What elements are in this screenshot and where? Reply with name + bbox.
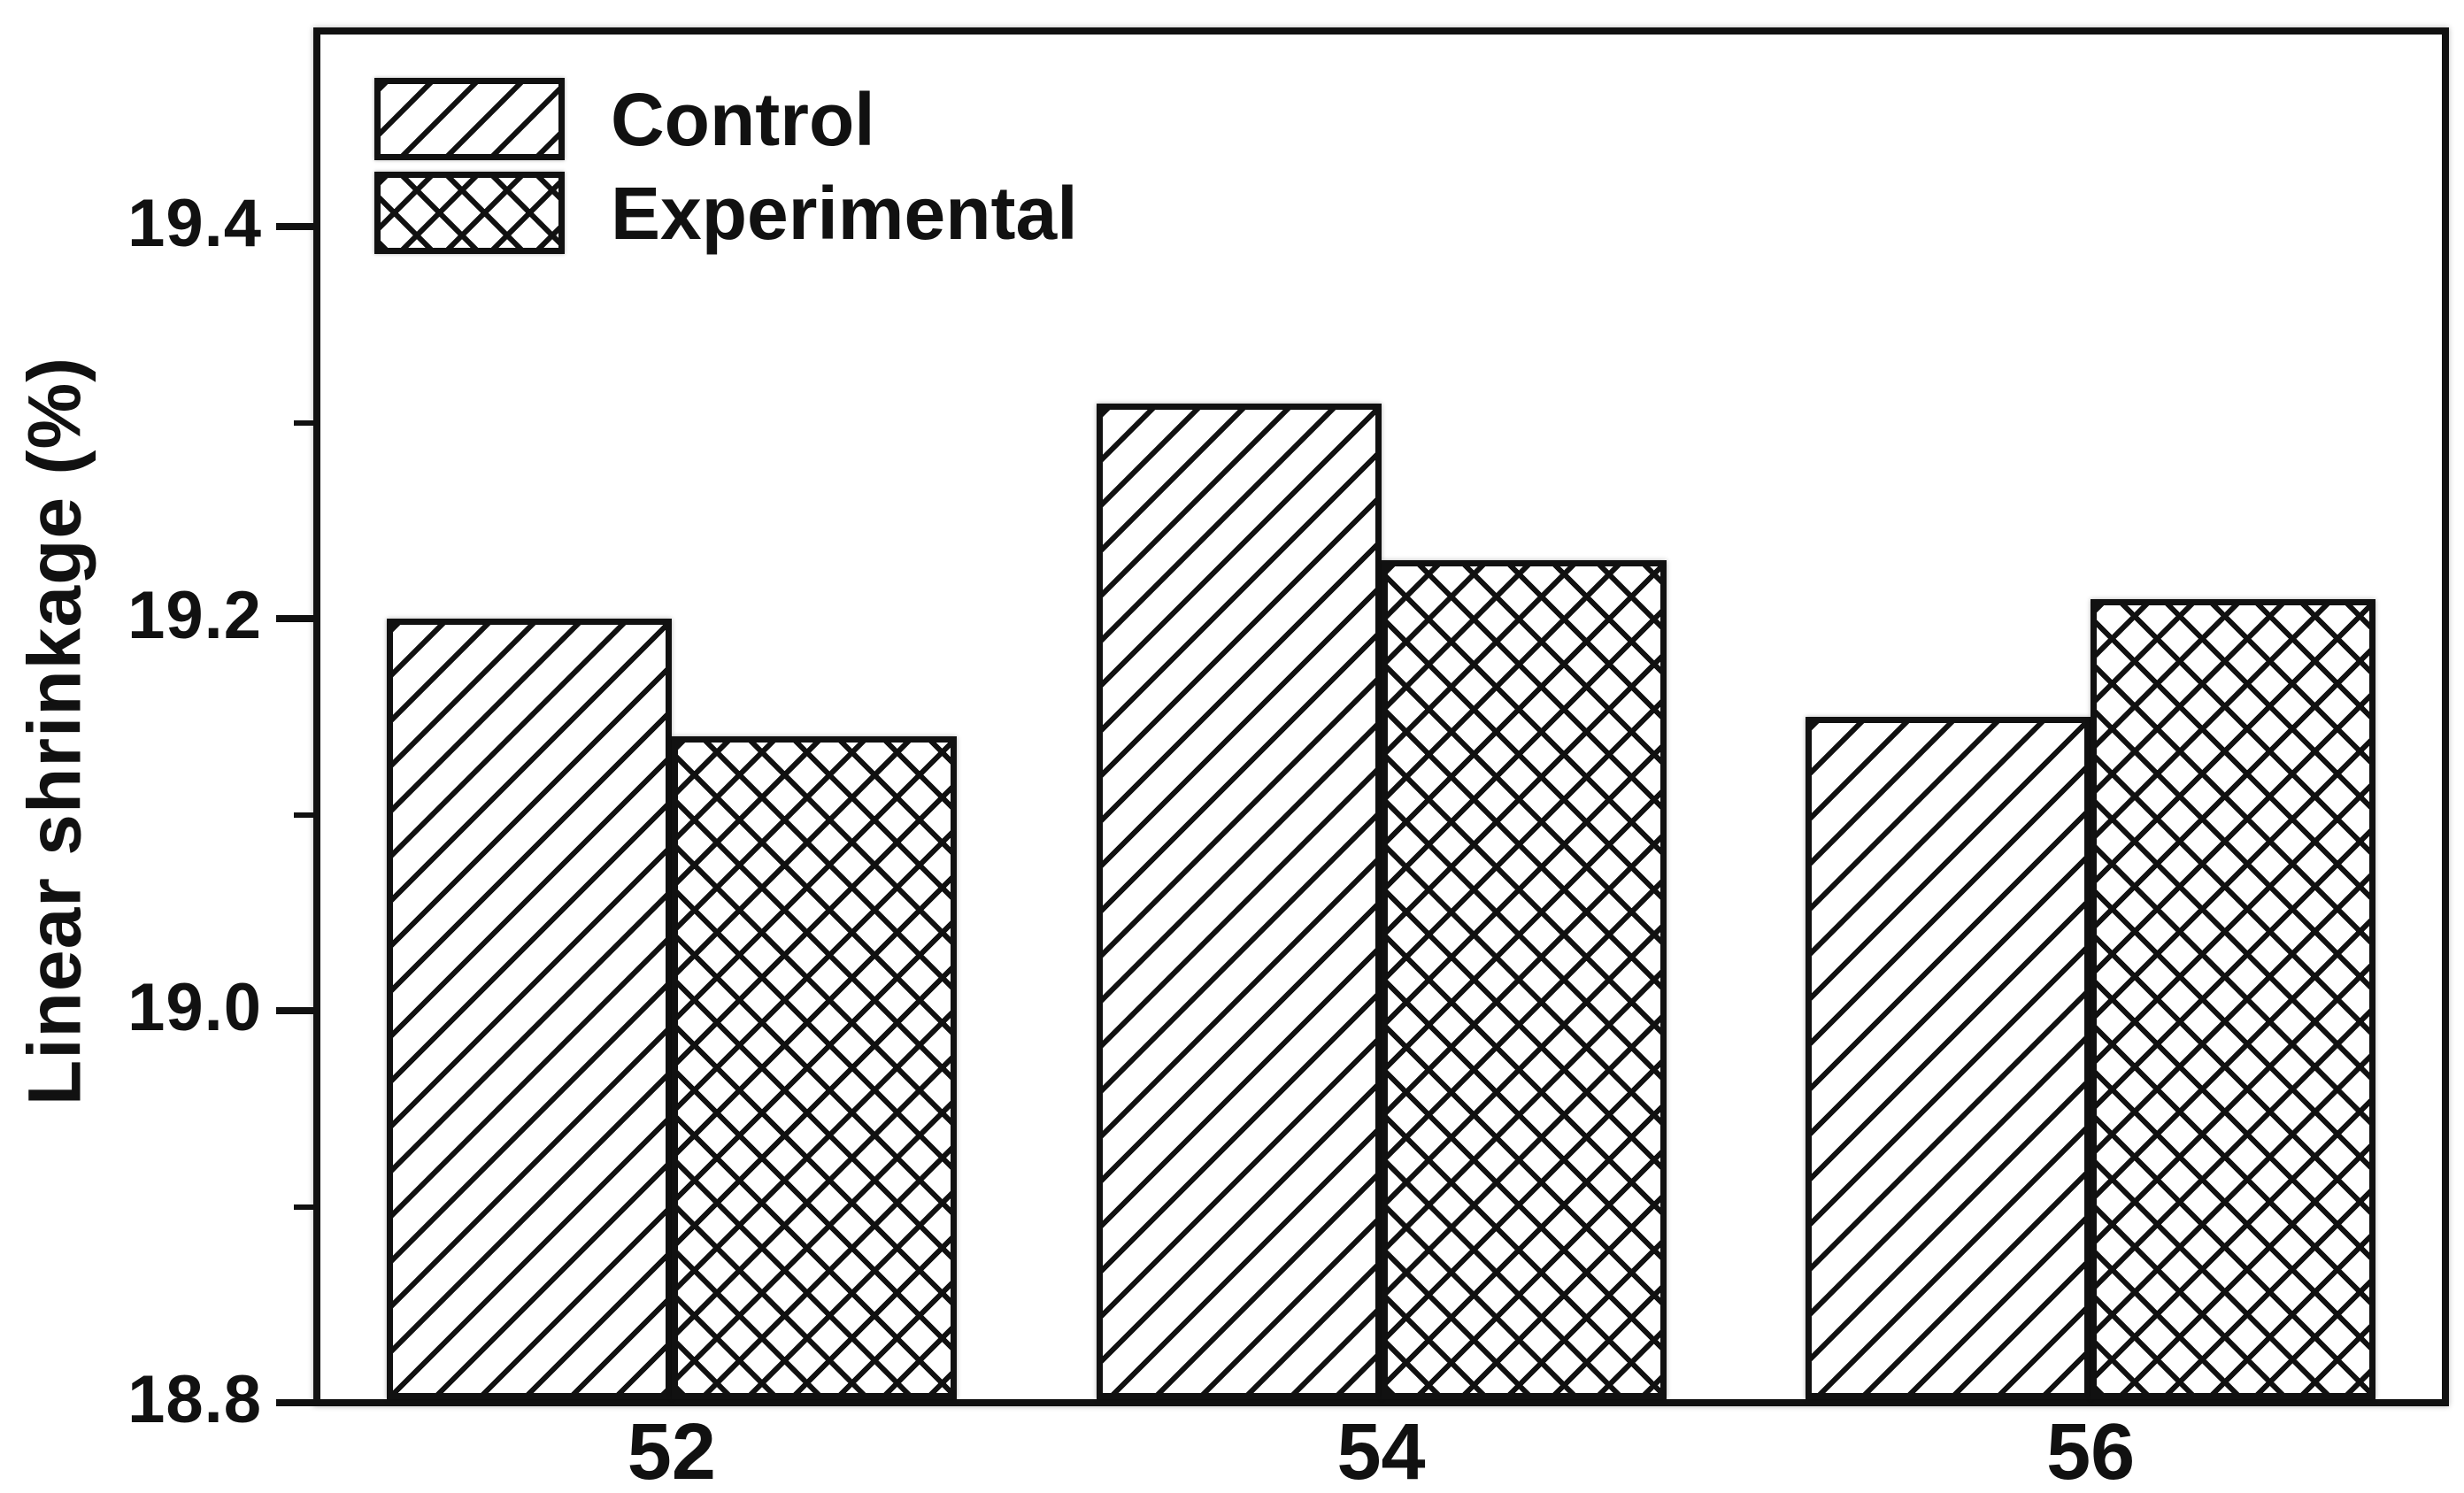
y-tick-label-19.2: 19.2 xyxy=(127,578,262,654)
y-tick-major-18.8 xyxy=(276,1399,313,1406)
legend: Control Experimental xyxy=(374,78,1078,266)
legend-item-control: Control xyxy=(374,78,1078,160)
bar-control-56 xyxy=(1806,717,2091,1399)
x-tick-label-52: 52 xyxy=(627,1408,716,1493)
legend-item-experimental: Experimental xyxy=(374,172,1078,254)
y-tick-label-19.4: 19.4 xyxy=(127,186,262,262)
bar-experimental-56 xyxy=(2091,599,2376,1399)
y-tick-label-18.8: 18.8 xyxy=(127,1361,262,1437)
bar-experimental-54 xyxy=(1381,559,1667,1399)
bar-control-52 xyxy=(386,619,672,1399)
x-tick-label-56: 56 xyxy=(2046,1408,2136,1493)
x-tick-label-54: 54 xyxy=(1336,1408,1426,1493)
y-tick-major-19.0 xyxy=(276,1007,313,1015)
y-tick-minor-19.1 xyxy=(294,812,313,818)
legend-swatch-control-diagonal-hatch xyxy=(374,78,565,160)
y-tick-label-19.0: 19.0 xyxy=(127,970,262,1046)
bar-control-54 xyxy=(1096,403,1382,1399)
y-tick-minor-19.3 xyxy=(294,419,313,426)
legend-swatch-experimental-crosshatch xyxy=(374,172,565,254)
y-tick-major-19.2 xyxy=(276,615,313,623)
y-tick-minor-18.9 xyxy=(294,1204,313,1210)
legend-label-experimental: Experimental xyxy=(611,171,1078,255)
plot-area: Control Experimental xyxy=(313,27,2449,1406)
legend-label-control: Control xyxy=(611,77,875,161)
bar-experimental-52 xyxy=(671,736,957,1399)
y-tick-major-19.4 xyxy=(276,223,313,231)
